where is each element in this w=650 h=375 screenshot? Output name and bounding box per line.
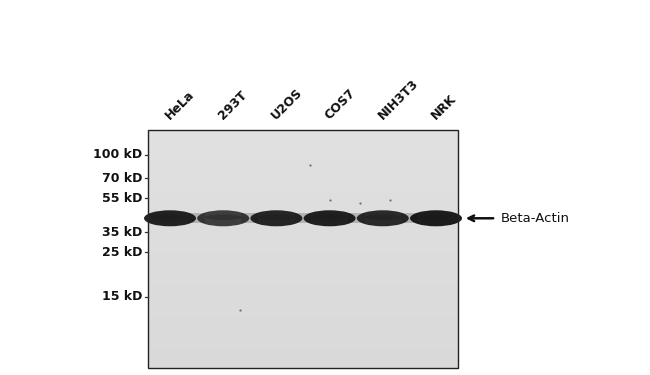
Bar	[148, 134, 458, 138]
Text: 25 kD: 25 kD	[101, 246, 142, 258]
Ellipse shape	[365, 214, 401, 220]
Bar	[401, 213, 418, 223]
Text: NIH3T3: NIH3T3	[376, 76, 421, 122]
Bar	[148, 150, 458, 154]
Bar	[148, 292, 458, 297]
Bar	[148, 269, 458, 273]
Ellipse shape	[418, 214, 454, 220]
Bar	[148, 273, 458, 277]
Ellipse shape	[250, 210, 302, 226]
Bar	[148, 277, 458, 281]
Ellipse shape	[152, 214, 188, 220]
Bar	[148, 257, 458, 261]
Bar	[148, 221, 458, 225]
Ellipse shape	[410, 210, 462, 226]
Ellipse shape	[357, 210, 409, 226]
Bar	[148, 281, 458, 285]
Bar	[148, 344, 458, 348]
Bar	[148, 261, 458, 265]
Bar	[148, 209, 458, 213]
Bar	[148, 142, 458, 146]
Text: 15 kD: 15 kD	[101, 291, 142, 303]
Bar	[148, 170, 458, 174]
Bar	[148, 154, 458, 158]
Bar	[148, 285, 458, 289]
Bar	[148, 194, 458, 197]
Bar	[148, 189, 458, 194]
Bar	[241, 213, 258, 223]
Bar	[148, 174, 458, 178]
Bar	[148, 336, 458, 340]
Bar	[148, 332, 458, 336]
Bar	[148, 253, 458, 257]
Bar	[148, 201, 458, 206]
Text: NRK: NRK	[429, 92, 459, 122]
Bar	[148, 217, 458, 221]
Text: COS7: COS7	[322, 86, 358, 122]
Bar	[148, 213, 458, 217]
Bar	[148, 206, 458, 209]
Bar	[148, 237, 458, 241]
Bar	[148, 289, 458, 292]
Bar	[148, 301, 458, 304]
Bar	[148, 130, 458, 134]
Bar	[148, 233, 458, 237]
Text: 293T: 293T	[216, 88, 250, 122]
Bar	[148, 197, 458, 201]
Bar	[148, 328, 458, 332]
Bar	[148, 130, 458, 368]
Bar	[148, 340, 458, 344]
Bar	[148, 158, 458, 162]
Text: 70 kD: 70 kD	[101, 171, 142, 184]
Bar	[148, 356, 458, 360]
Bar	[348, 213, 365, 223]
Ellipse shape	[258, 214, 294, 220]
Bar	[148, 146, 458, 150]
Bar	[148, 320, 458, 324]
Ellipse shape	[205, 214, 241, 220]
Bar	[148, 241, 458, 245]
Bar	[148, 265, 458, 269]
Bar	[148, 312, 458, 316]
Bar	[148, 348, 458, 352]
Bar	[148, 324, 458, 328]
Bar	[148, 364, 458, 368]
Bar	[148, 138, 458, 142]
Bar	[148, 166, 458, 170]
Bar	[188, 213, 205, 223]
Text: Beta-Actin: Beta-Actin	[501, 212, 570, 225]
Bar	[148, 309, 458, 312]
Ellipse shape	[144, 210, 196, 226]
Bar	[148, 245, 458, 249]
Bar	[148, 182, 458, 186]
Text: 55 kD: 55 kD	[101, 192, 142, 204]
Text: 100 kD: 100 kD	[93, 148, 142, 162]
Text: U2OS: U2OS	[269, 86, 305, 122]
Bar	[294, 213, 311, 223]
Bar	[148, 229, 458, 233]
Bar	[148, 316, 458, 320]
Ellipse shape	[197, 210, 249, 226]
Text: 35 kD: 35 kD	[102, 225, 142, 238]
Bar	[148, 304, 458, 309]
Bar	[148, 297, 458, 301]
Bar	[148, 360, 458, 364]
Bar	[148, 186, 458, 189]
Ellipse shape	[311, 214, 348, 220]
Bar	[148, 249, 458, 253]
Text: HeLa: HeLa	[162, 88, 197, 122]
Bar	[148, 225, 458, 229]
Bar	[148, 352, 458, 356]
Bar	[148, 162, 458, 166]
Bar	[148, 178, 458, 182]
Ellipse shape	[304, 210, 356, 226]
